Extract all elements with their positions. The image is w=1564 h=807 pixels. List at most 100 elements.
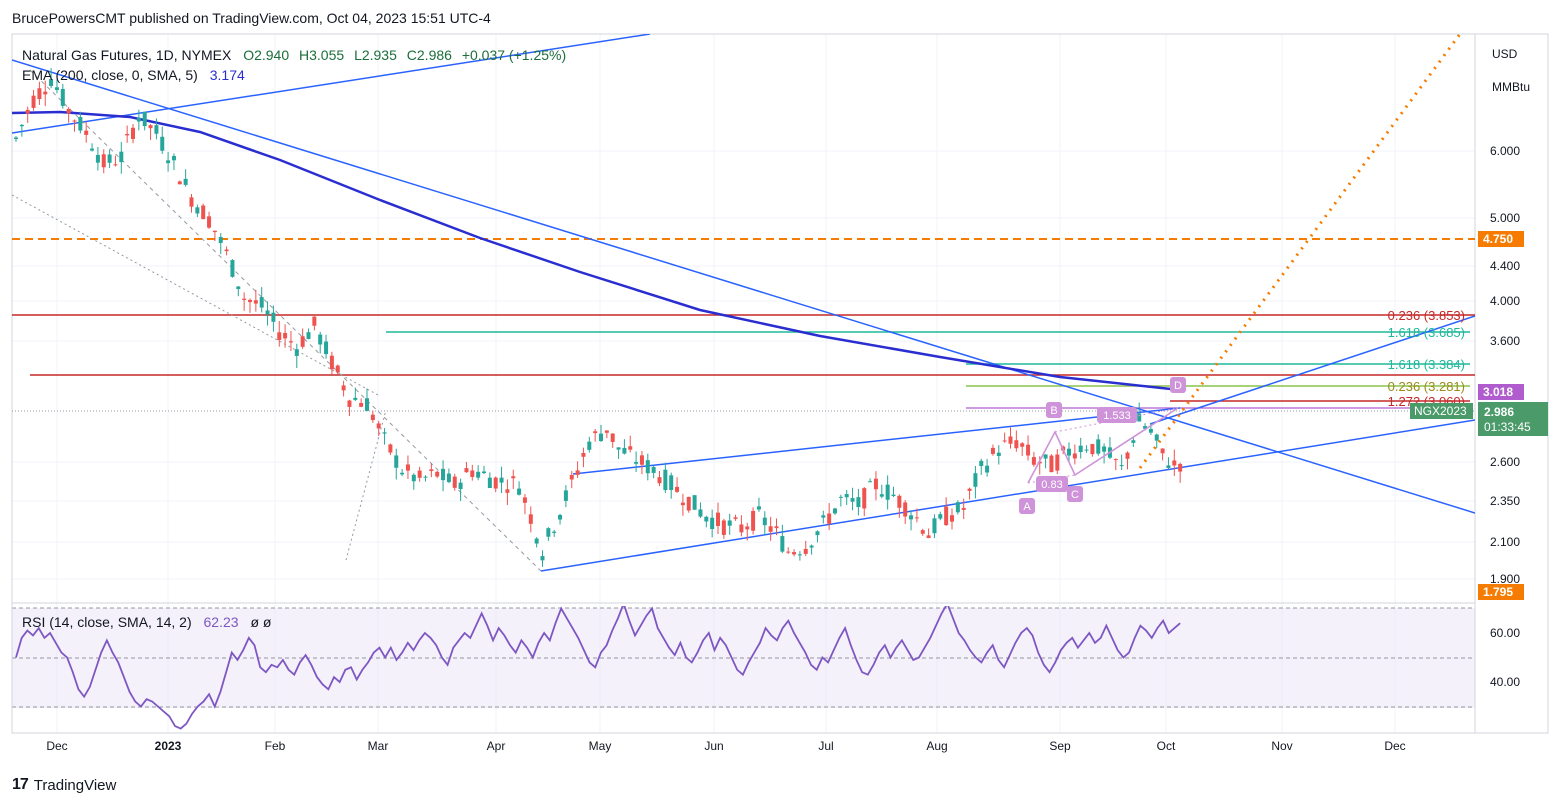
candle-body [716,512,720,526]
candle-body [920,530,925,534]
time-tick-label: Oct [1157,739,1176,753]
candle-body [1043,454,1048,459]
candle-body [651,466,656,473]
candle-body [657,477,662,484]
candle-body [821,515,826,518]
candle-body [903,502,908,517]
chart-frame [11,33,1549,734]
symbol-name: Natural Gas Futures, 1D, NYMEX [22,47,232,63]
candle-body [119,151,124,163]
ema-legend[interactable]: EMA (200, close, 0, SMA, 5) 3.174 [22,67,245,83]
candle-body [704,516,709,522]
candle-body [171,155,176,161]
candle-body [511,476,516,479]
level-label: 0.236 (3.853) [1388,308,1465,323]
rsi-legend[interactable]: RSI (14, close, SMA, 14, 2) 62.23 ø ø [22,614,272,630]
candle-body [499,477,504,483]
currency-label[interactable]: USD [1492,47,1518,61]
candle-body [745,526,750,530]
candle-body [522,497,527,503]
ohlc-high: H3.055 [299,47,344,63]
candle-body [335,365,340,373]
candlesticks [14,68,1183,567]
harmonic-point-label: 0.83 [1041,479,1062,491]
candle-body [1113,459,1118,461]
candle-body [318,334,323,345]
svg-text:RSI (14, close, SMA, 14, 2): RSI (14, close, SMA, 14, 2) 62.23 ø ø [22,614,272,630]
candle-body [14,137,18,139]
candle-body [1008,436,1013,444]
candle-body [353,397,358,400]
candle-body [955,502,960,513]
candle-body [54,87,59,90]
candle-body [879,494,884,497]
candle-body [628,446,633,450]
candle-body [973,473,978,487]
price-tick-label: 4.000 [1490,294,1520,308]
candle-body [166,160,171,164]
candle-body [634,461,639,464]
candle-body [1090,444,1095,455]
time-tick-label: Feb [265,739,286,753]
candle-body [546,528,551,537]
candle-body [862,488,867,509]
tradingview-logo[interactable]: 17 TradingView [12,776,116,794]
candle-body [19,124,24,127]
trendlines[interactable] [12,34,1475,572]
candle-body [43,91,48,95]
candle-body [563,490,568,501]
ema-value: 3.174 [210,67,245,83]
candle-body [540,556,545,561]
harmonic-point-label: C [1071,489,1079,501]
harmonic-bd-dotted [1054,407,1179,433]
candle-body [692,495,697,510]
harmonic-point-label: B [1050,405,1057,417]
unit-label[interactable]: MMBtu [1492,80,1530,94]
candle-body [733,517,738,519]
candle-body [505,489,510,493]
symbol-legend[interactable]: Natural Gas Futures, 1D, NYMEX O2.940 H3… [22,47,566,63]
candle-body [844,494,849,498]
price-tick-label: 2.350 [1490,494,1520,508]
time-tick-label: Sep [1049,739,1071,753]
candle-body [230,260,235,277]
candle-body [72,120,77,122]
rsi-curve [15,606,1181,730]
candle-body [1148,428,1153,433]
candle-body [1078,445,1083,453]
candle-body [1102,446,1107,452]
ohlc-open: O2.940 [243,47,289,63]
candle-body [581,452,586,457]
candle-body [979,460,984,467]
candle-body [452,476,457,488]
candle-body [639,455,644,465]
candle-body [891,494,896,496]
candle-body [212,230,217,233]
harmonic-point-label: A [1023,501,1031,513]
harmonic-abcd-line [1027,407,1179,484]
candle-body [786,551,791,553]
candle-body [850,498,855,502]
candle-body [365,398,369,411]
rising-channel-bottom [540,419,1475,572]
candle-body [1049,455,1054,473]
harmonic-pattern: A B C D 0.83 1.533 [1019,377,1186,514]
candle-body [815,531,820,536]
candle-body [464,468,469,473]
candle-body [271,312,276,322]
candle-body [253,300,258,304]
candle-body [195,207,200,214]
candle-body [803,548,808,554]
candle-body [792,552,797,555]
candle-body [996,452,1001,456]
candle-body [329,355,334,370]
harmonic-point-label: D [1174,380,1182,392]
candle-body [599,433,603,442]
candle-body [49,79,54,86]
candle-body [985,465,990,473]
candle-body [587,441,592,450]
candle-body [1154,434,1159,441]
ema-200-curve [12,110,1181,392]
